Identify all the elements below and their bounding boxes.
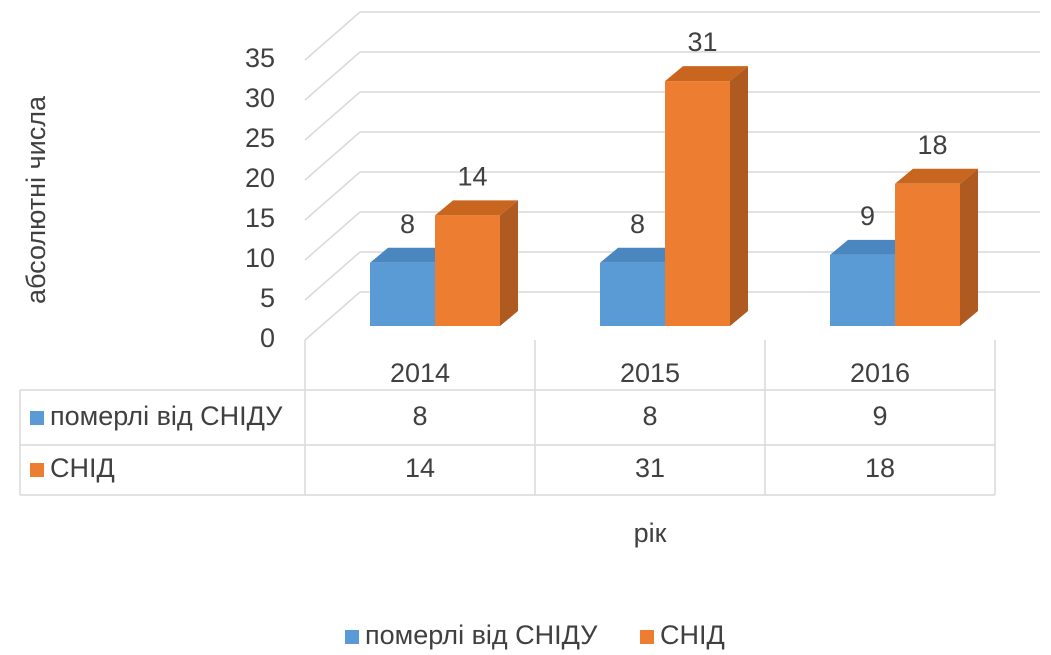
- bar-face: [370, 262, 435, 326]
- bar-face: [435, 200, 518, 216]
- y-tick-label: 20: [245, 163, 275, 193]
- table-cell: 18: [865, 453, 895, 483]
- bar-face: [830, 239, 913, 255]
- bar-face: [600, 247, 683, 263]
- y-tick-label: 0: [260, 323, 275, 353]
- bar-face: [435, 215, 500, 326]
- bar-face: [730, 66, 748, 326]
- grid-line: [304, 91, 1040, 141]
- y-tick-label: 10: [245, 243, 275, 273]
- y-tick-label: 25: [245, 123, 275, 153]
- y-tick-label: 15: [245, 203, 275, 233]
- grid-line: [304, 211, 1040, 261]
- bar: [895, 168, 978, 326]
- x-tick-label: 2015: [620, 358, 680, 388]
- table-cell: 8: [642, 401, 657, 431]
- table-cell: 9: [872, 401, 887, 431]
- data-label: 18: [917, 130, 947, 160]
- data-label: 8: [400, 209, 415, 239]
- bar-face: [665, 81, 730, 326]
- table-row-label: померлі від СНІДУ: [50, 401, 283, 431]
- data-label: 8: [630, 209, 645, 239]
- bar-face: [895, 168, 978, 184]
- grid-line: [304, 171, 1040, 221]
- bar-face: [960, 168, 978, 326]
- table-cell: 14: [405, 453, 435, 483]
- y-axis-title: абсолютні числа: [21, 95, 51, 304]
- x-tick-label: 2014: [390, 358, 450, 388]
- bar-face: [500, 200, 518, 326]
- legend-label: СНІД: [660, 620, 725, 650]
- grid-line: [304, 291, 1040, 341]
- bar: [435, 200, 518, 326]
- y-tick-label: 30: [245, 83, 275, 113]
- grid-line: [304, 51, 1040, 101]
- data-label: 9: [860, 201, 875, 231]
- x-axis-title: рік: [634, 518, 667, 548]
- grid-line: [304, 131, 1040, 181]
- legend-label: померлі від СНІДУ: [365, 620, 598, 650]
- data-label: 14: [457, 162, 487, 192]
- legend-key: [640, 630, 654, 644]
- grid-line: [304, 11, 1040, 61]
- bar-face: [370, 247, 453, 263]
- legend-key: [345, 630, 359, 644]
- bar-face: [830, 254, 895, 326]
- grid-line: [304, 251, 1040, 301]
- bar-face: [895, 183, 960, 326]
- table-legend-key: [30, 463, 44, 477]
- data-label: 31: [687, 27, 717, 57]
- bar-face: [600, 262, 665, 326]
- table-row-label: СНІД: [50, 453, 115, 483]
- table-cell: 8: [412, 401, 427, 431]
- y-tick-label: 5: [260, 283, 275, 313]
- x-tick-label: 2016: [850, 358, 910, 388]
- y-tick-label: 35: [245, 43, 275, 73]
- table-legend-key: [30, 411, 44, 425]
- table-cell: 31: [635, 453, 665, 483]
- bar: [665, 66, 748, 326]
- bar-face: [665, 66, 748, 82]
